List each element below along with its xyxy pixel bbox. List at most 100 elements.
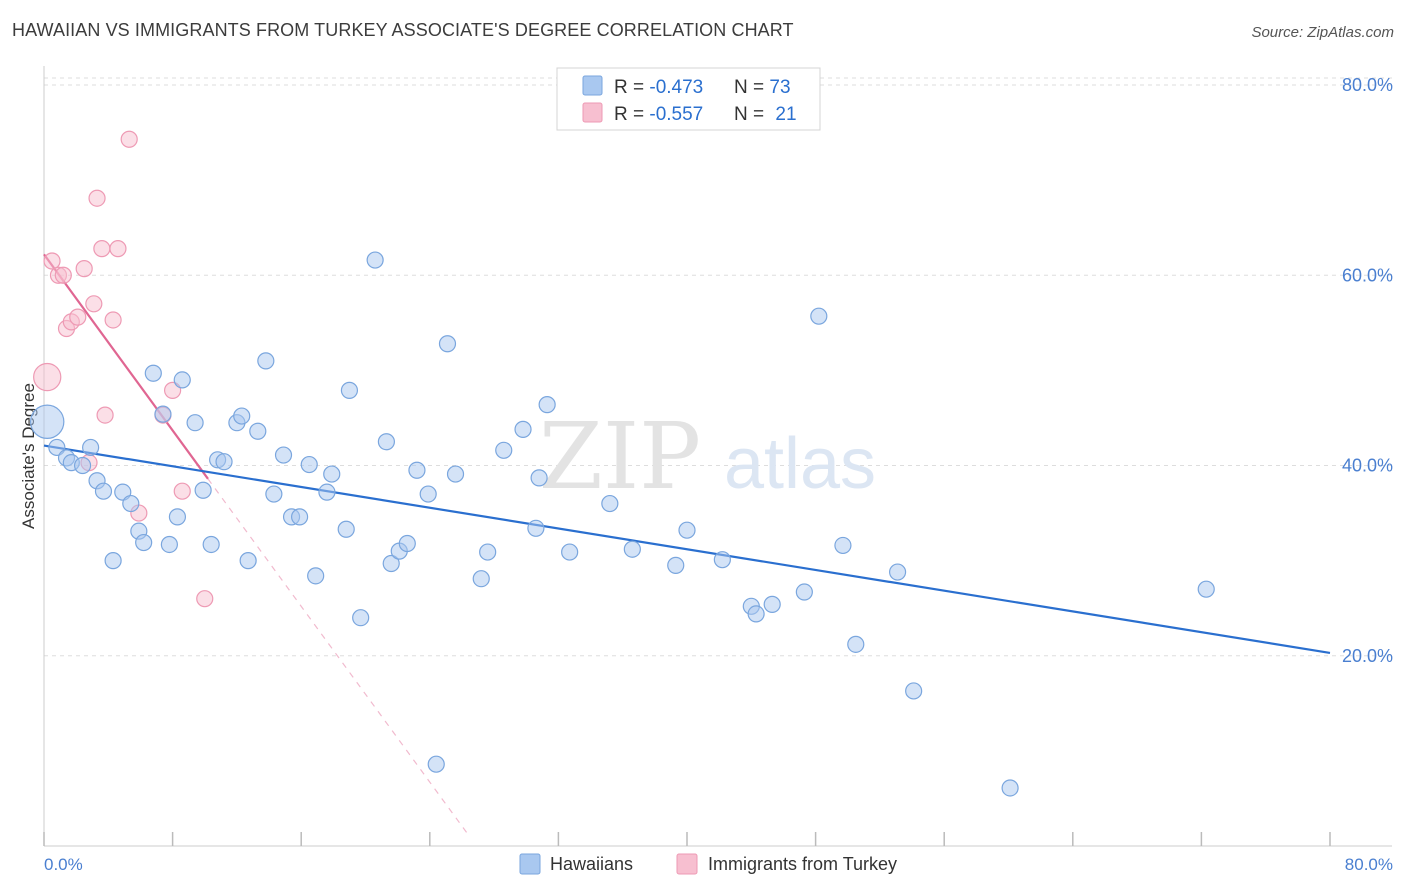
data-point-hawaiians [479,543,497,561]
data-point-hawaiians [215,453,233,471]
source-label: Source: ZipAtlas.com [1251,24,1394,41]
data-point-turkey [85,295,103,313]
correlation-legend: R = -0.473 N = 73 R = -0.557 N = 21 [556,67,821,131]
data-point-hawaiians [239,552,257,570]
data-point-hawaiians [366,251,384,269]
data-point-hawaiians [94,482,113,500]
gridlines [44,77,1392,657]
data-point-hawaiians [1001,779,1019,797]
data-point-turkey [75,260,93,278]
svg-text:N = 73: N = 73 [734,77,791,98]
data-point-hawaiians [763,595,781,613]
watermark: ZIP atlas [539,403,876,510]
series-legend-label-hawaiians: Hawaiians [550,854,633,874]
y-tick-label: 40.0% [1342,456,1393,476]
data-point-hawaiians [382,554,400,573]
x-tick-label-max: 80.0% [1345,855,1393,874]
y-tick-label: 80.0% [1342,75,1393,95]
data-point-hawaiians [265,485,283,503]
data-point-hawaiians [122,494,140,513]
points-immigrants-from-turkey [33,130,214,608]
data-point-hawaiians [495,441,513,459]
data-point-hawaiians [104,552,122,570]
data-point-hawaiians [73,456,92,475]
legend-swatch-turkey [582,102,603,123]
data-point-hawaiians [144,364,162,382]
data-point-hawaiians [561,543,579,561]
data-point-hawaiians [160,535,178,554]
data-point-hawaiians [377,433,395,451]
data-point-hawaiians [135,533,153,552]
trend-lines [43,253,1331,834]
y-axis-label: Associate's Degree [19,383,38,529]
data-point-hawaiians [795,583,813,601]
data-point-hawaiians [29,404,65,439]
data-point-hawaiians [194,481,212,499]
points-hawaiians [29,251,1215,797]
legend-n-value-1: 73 [769,77,790,98]
data-point-hawaiians [352,609,370,627]
data-point-hawaiians [667,556,685,574]
data-point-hawaiians [419,485,437,503]
data-point-hawaiians [446,465,465,483]
legend-r-label-1: R = [614,77,649,98]
legend-swatch-hawaiians [582,75,603,96]
data-point-hawaiians [233,407,251,425]
data-point-hawaiians [323,465,341,483]
y-tick-labels: 20.0% 40.0% 60.0% 80.0% [1342,75,1393,666]
x-tick-label-min: 0.0% [44,855,83,874]
data-point-turkey [33,362,62,392]
data-point-turkey [88,189,106,207]
data-point-hawaiians [905,682,923,700]
data-point-turkey [93,240,111,258]
data-point-turkey [120,130,138,148]
data-point-turkey [109,240,127,258]
y-tick-label: 20.0% [1342,646,1393,666]
data-point-hawaiians [82,438,100,457]
data-point-turkey [104,311,122,329]
data-point-hawaiians [530,469,548,487]
svg-text:N = 21: N = 21 [734,104,797,125]
data-point-hawaiians [538,396,556,414]
legend-r-value-2: -0.557 [649,104,703,125]
data-point-hawaiians [623,540,641,558]
data-point-hawaiians [834,536,852,555]
data-point-hawaiians [472,570,490,588]
watermark-zip: ZIP [539,403,701,510]
data-point-hawaiians [1197,580,1215,598]
chart-title: HAWAIIAN VS IMMIGRANTS FROM TURKEY ASSOC… [12,20,794,40]
data-point-hawaiians [678,521,696,539]
data-point-hawaiians [408,461,426,479]
data-point-hawaiians [249,422,267,440]
legend-n-value-2: 21 [775,104,796,125]
series-legend: Hawaiians Immigrants from Turkey [519,853,897,875]
data-point-hawaiians [713,551,731,569]
data-point-hawaiians [398,534,416,553]
data-point-hawaiians [847,635,865,653]
data-point-hawaiians [173,371,191,389]
data-point-hawaiians [337,520,355,538]
series-legend-label-turkey: Immigrants from Turkey [708,854,897,874]
data-point-hawaiians [290,508,309,526]
axes [43,66,1392,847]
data-point-hawaiians [810,307,828,325]
data-point-hawaiians [257,352,275,370]
data-point-hawaiians [340,381,359,399]
data-point-turkey [54,266,72,284]
data-point-hawaiians [438,335,457,353]
data-point-hawaiians [154,405,172,423]
legend-r-value-1: -0.473 [649,77,703,98]
data-point-turkey [173,482,191,500]
data-point-hawaiians [186,414,204,432]
data-point-hawaiians [427,755,445,773]
trend-line-turkey [43,253,209,480]
data-point-hawaiians [168,508,187,526]
data-point-hawaiians [300,455,318,474]
data-point-hawaiians [202,535,220,554]
data-point-hawaiians [527,519,545,537]
data-point-turkey [43,252,61,270]
svg-text:R = -0.557: R = -0.557 [614,104,703,125]
data-point-hawaiians [747,605,765,623]
data-point-turkey [96,406,114,424]
